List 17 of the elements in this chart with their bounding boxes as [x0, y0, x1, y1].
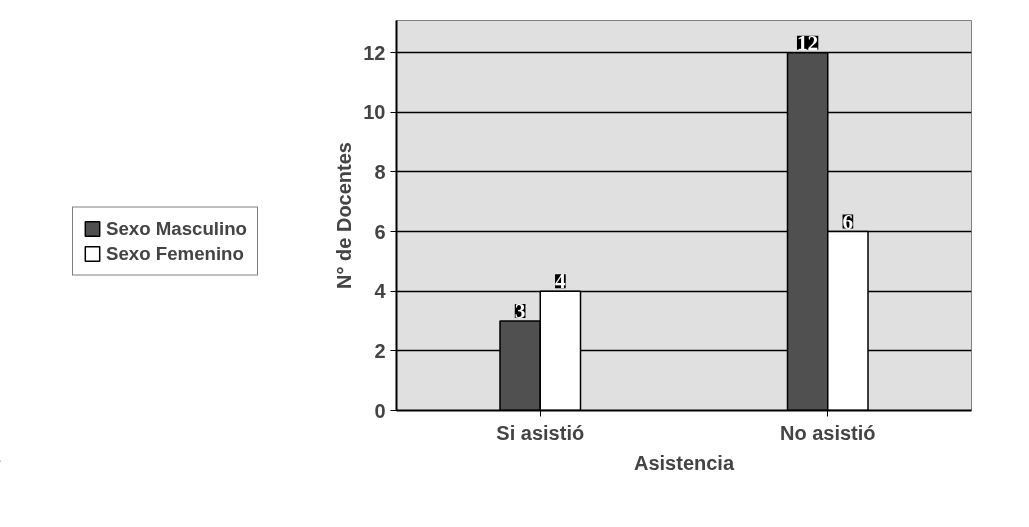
- legend-label: Sexo Femenino: [106, 242, 244, 264]
- y-tick-label: 8: [374, 160, 386, 183]
- y-tick-label: 12: [363, 41, 386, 64]
- data-label: 12: [796, 30, 819, 55]
- y-tick-label: 0: [374, 399, 386, 422]
- data-label: 3: [514, 299, 526, 324]
- data-label: 6: [842, 209, 854, 234]
- x-tick-label: Si asistió: [496, 421, 585, 444]
- x-axis-title: Asistencia: [633, 451, 735, 474]
- y-tick-label: 6: [374, 220, 386, 243]
- y-tick-label: 4: [374, 280, 387, 303]
- y-tick-label: 2: [374, 339, 386, 362]
- y-tick-label: 10: [363, 101, 386, 124]
- y-axis-title: N° de Docentes: [333, 142, 356, 289]
- legend-label: Sexo Masculino: [106, 217, 247, 239]
- x-tick-label: No asistió: [779, 421, 876, 444]
- data-label: 4: [555, 269, 567, 294]
